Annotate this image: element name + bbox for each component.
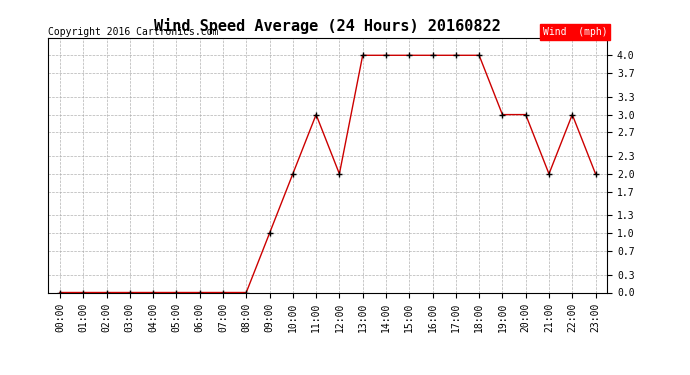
- Text: Wind  (mph): Wind (mph): [542, 27, 607, 37]
- Text: Copyright 2016 Cartronics.com: Copyright 2016 Cartronics.com: [48, 27, 219, 37]
- Title: Wind Speed Average (24 Hours) 20160822: Wind Speed Average (24 Hours) 20160822: [155, 18, 501, 33]
